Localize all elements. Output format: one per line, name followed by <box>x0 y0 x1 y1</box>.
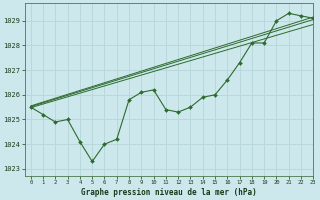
X-axis label: Graphe pression niveau de la mer (hPa): Graphe pression niveau de la mer (hPa) <box>81 188 257 197</box>
